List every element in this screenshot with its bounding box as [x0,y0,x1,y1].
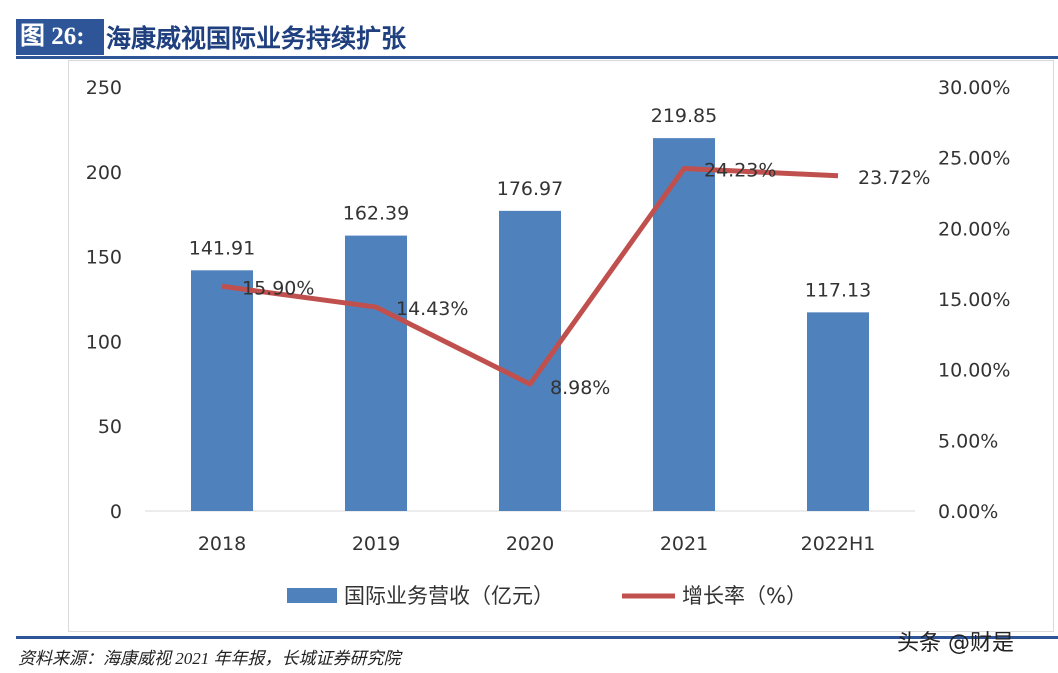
figure-label: 图 26: [16,19,104,55]
y-right-tick-label: 5.00% [938,430,998,452]
y-right-tick-label: 15.00% [938,289,1010,311]
x-tick-label: 2018 [198,533,246,555]
bar-data-label: 176.97 [497,178,563,200]
title-rule [16,56,1058,59]
bar-2018 [191,270,253,511]
bar-2021 [653,138,715,511]
y-right-tick-label: 25.00% [938,148,1010,170]
chart-frame [68,60,1054,632]
bar-data-label: 219.85 [651,105,717,127]
y-left-tick-label: 50 [98,416,122,438]
source-note: 资料来源：海康威视 2021 年年报，长城证券研究院 [18,649,401,668]
y-left-tick-label: 200 [86,162,122,184]
bar-2020 [499,210,561,511]
bar-2019 [345,235,407,512]
y-right-tick-label: 10.00% [938,360,1010,382]
figure-title: 海康威视国际业务持续扩张 [106,24,407,53]
bar-data-label: 162.39 [343,203,409,225]
bar-data-label: 117.13 [805,279,871,301]
x-tick-label: 2022H1 [801,533,876,555]
bar-data-label: 141.91 [189,237,255,259]
x-tick-label: 2020 [506,533,554,555]
line-data-label: 15.90% [242,277,314,299]
x-tick-label: 2021 [660,533,708,555]
line-data-label: 23.72% [858,167,930,189]
y-right-tick-label: 20.00% [938,218,1010,240]
legend-line-label: 增长率（%） [682,584,807,608]
legend-bar-swatch [287,588,337,603]
line-data-label: 24.23% [704,160,776,182]
y-left-tick-label: 0 [110,501,122,523]
y-right-tick-label: 0.00% [938,501,998,523]
growth-line [221,166,839,387]
bar-2022H1 [807,312,869,511]
legend-bar-label: 国际业务营收（亿元） [344,584,554,608]
x-tick-label: 2019 [352,533,400,555]
y-left-tick-label: 250 [86,77,122,99]
footer-rule [16,636,1058,639]
line-data-label: 8.98% [550,377,610,399]
y-left-tick-label: 100 [86,331,122,353]
y-left-tick-label: 150 [86,247,122,269]
watermark: 头条 @财是 [897,631,1014,656]
line-data-label: 14.43% [396,298,468,320]
y-right-tick-label: 30.00% [938,77,1010,99]
